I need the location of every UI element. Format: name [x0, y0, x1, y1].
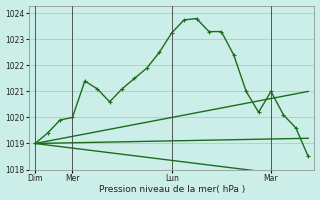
X-axis label: Pression niveau de la mer( hPa ): Pression niveau de la mer( hPa ) — [99, 185, 245, 194]
